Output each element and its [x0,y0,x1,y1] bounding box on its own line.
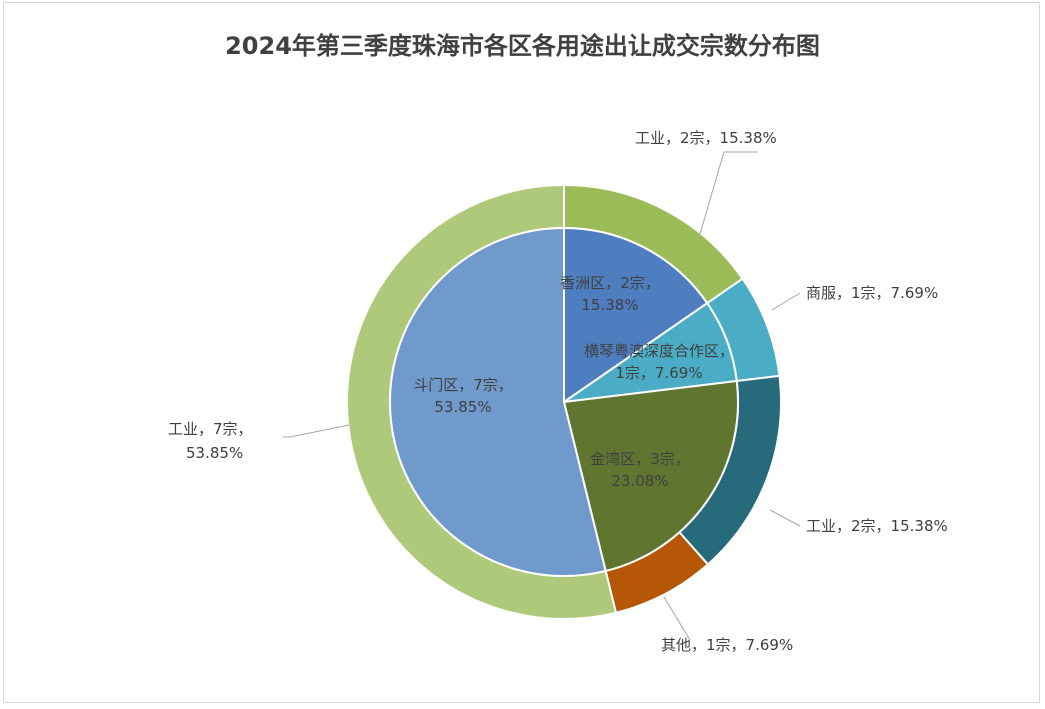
outer-label-0: 工业，2宗，15.38% [635,129,777,147]
inner-label-1-line1: 横琴粤澳深度合作区， [584,342,734,360]
inner-label-2-line1: 金湾区，3宗， [590,450,690,468]
inner-label-2-line2: 23.08% [611,472,668,490]
leader-line-1 [771,292,801,311]
outer-label-2: 工业，2宗，15.38% [806,517,948,535]
data-labels: 香洲区，2宗， 15.38% 横琴粤澳深度合作区， 1宗，7.69% 金湾区，3宗， 23… [168,129,948,654]
inner-slice-3 [389,226,607,577]
chart-title: 2024年第三季度珠海市各区各用途出让成交宗数分布图 [225,32,820,60]
leader-line-4 [283,424,350,438]
outer-label-1: 商服，1宗，7.69% [806,284,938,302]
outer-label-4-line2: 53.85% [186,444,243,462]
inner-slice-0 [563,226,709,404]
leader-line-3 [663,596,691,641]
inner-label-0-line2: 15.38% [581,296,638,314]
outer-label-4-line1: 工业，7宗， [168,420,253,438]
outer-label-3: 其他，1宗，7.69% [661,636,793,654]
inner-label-1-line2: 1宗，7.69% [615,364,702,382]
inner-label-3-line1: 斗门区，7宗， [413,376,513,394]
leader-lines [283,151,801,641]
inner-label-0-line1: 香洲区，2宗， [560,274,660,292]
inner-label-3-line2: 53.85% [434,398,491,416]
inner-slice-2 [562,379,739,573]
leader-line-0 [699,151,758,235]
inner-ring [389,226,739,577]
leader-line-2 [769,509,801,527]
